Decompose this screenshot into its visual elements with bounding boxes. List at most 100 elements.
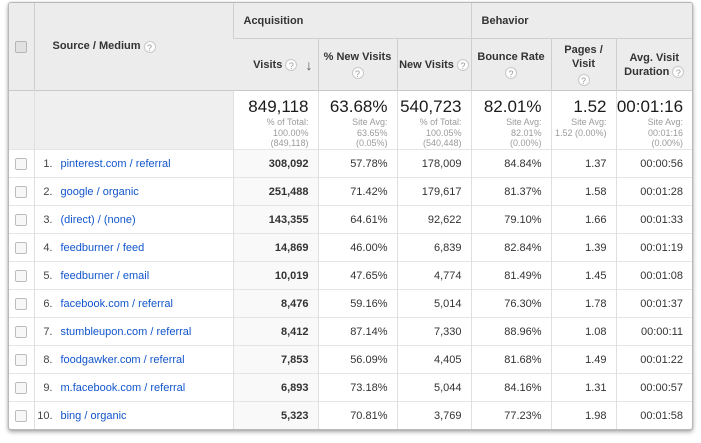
pages-visit-cell: 1.49 (550, 345, 617, 374)
bounce-rate-cell: 81.68% (470, 345, 552, 374)
row-rank: 5. (43, 269, 53, 282)
avg-duration-cell: 00:00:56 (615, 149, 692, 178)
row-checkbox[interactable] (15, 353, 28, 366)
visits-cell: 10,019 (232, 261, 318, 290)
source-medium-table: Source / Medium? Acquisition Behavior Vi… (9, 3, 692, 429)
analytics-data-table-card: Source / Medium? Acquisition Behavior Vi… (8, 2, 693, 430)
table-row: 6. facebook.com / referral 8,476 59.16% 5… (9, 289, 692, 318)
source-medium-link[interactable]: m.facebook.com / referral (60, 381, 186, 394)
help-icon[interactable]: ? (577, 74, 590, 86)
pages-visit-cell: 1.58 (550, 177, 617, 206)
column-header-visits[interactable]: Visits? ↓ (233, 38, 318, 91)
summary-checkbox-cell (9, 90, 34, 150)
pct-new-visits-cell: 70.81% (317, 401, 397, 429)
pct-new-visits-cell: 87.14% (317, 317, 397, 346)
table-row: 1. pinterest.com / referral 308,092 57.78… (9, 149, 692, 178)
visits-cell: 6,893 (232, 373, 318, 402)
group-header-behavior: Behavior (470, 3, 692, 39)
bounce-rate-cell: 82.84% (470, 233, 552, 262)
source-medium-link[interactable]: feedburner / email (60, 269, 150, 282)
row-checkbox[interactable] (15, 381, 28, 394)
pages-visit-cell: 1.98 (550, 401, 617, 429)
summary-new-visits: 540,723 % of Total: 100.05% (540,448) (396, 90, 472, 150)
row-rank: 4. (43, 241, 53, 254)
source-medium-link[interactable]: bing / organic (60, 409, 127, 422)
pct-new-visits-cell: 56.09% (317, 345, 397, 374)
pages-visit-cell: 1.39 (550, 233, 617, 262)
help-icon[interactable]: ? (505, 67, 518, 79)
pct-new-visits-cell: 57.78% (317, 149, 397, 178)
row-rank: 6. (43, 297, 53, 310)
new-visits-cell: 4,774 (396, 261, 472, 290)
visits-cell: 8,412 (232, 317, 318, 346)
column-header-bounce-rate[interactable]: Bounce Rate ? (470, 38, 552, 91)
pct-new-visits-cell: 59.16% (317, 289, 397, 318)
pages-visit-cell: 1.66 (550, 205, 617, 234)
bounce-rate-cell: 84.16% (470, 373, 552, 402)
avg-duration-cell: 00:01:33 (615, 205, 692, 234)
source-medium-link[interactable]: (direct) / (none) (60, 213, 136, 226)
bounce-rate-cell: 81.49% (470, 261, 552, 290)
avg-duration-cell: 00:01:58 (615, 401, 692, 429)
row-rank: 10. (37, 409, 53, 422)
visits-cell: 143,355 (232, 205, 318, 234)
row-checkbox[interactable] (15, 241, 28, 254)
visits-cell: 14,869 (232, 233, 318, 262)
source-medium-link[interactable]: stumbleupon.com / referral (60, 325, 192, 338)
visits-cell: 5,323 (232, 401, 318, 429)
help-icon[interactable]: ? (672, 65, 685, 78)
table-row: 5. feedburner / email 10,019 47.65% 4,774… (9, 261, 692, 290)
select-all-checkbox[interactable] (15, 40, 28, 53)
row-checkbox[interactable] (15, 325, 28, 338)
visits-cell: 7,853 (232, 345, 318, 374)
table-row: 8. foodgawker.com / referral 7,853 56.09%… (9, 345, 692, 374)
avg-duration-cell: 00:00:57 (615, 373, 692, 402)
row-rank: 2. (43, 185, 53, 198)
column-header-source-medium[interactable]: Source / Medium? (33, 3, 233, 91)
avg-duration-cell: 00:00:11 (615, 317, 692, 346)
pct-new-visits-cell: 71.42% (317, 177, 397, 206)
row-checkbox[interactable] (15, 185, 28, 198)
new-visits-cell: 7,330 (396, 317, 472, 346)
select-all-cell (9, 3, 34, 91)
source-medium-header-label: Source / Medium (52, 40, 141, 53)
group-header-acquisition: Acquisition (232, 3, 472, 39)
row-checkbox[interactable] (15, 269, 28, 282)
pages-visit-cell: 1.78 (550, 289, 617, 318)
column-header-pages-visit[interactable]: Pages / Visit ? (550, 38, 617, 91)
row-checkbox[interactable] (15, 297, 28, 310)
new-visits-cell: 178,009 (396, 149, 472, 178)
column-header-pct-new-visits[interactable]: % New Visits ? (317, 38, 397, 91)
help-icon[interactable]: ? (143, 40, 156, 53)
source-medium-link[interactable]: facebook.com / referral (60, 297, 174, 310)
source-medium-link[interactable]: google / organic (60, 185, 139, 198)
table-row: 10. bing / organic 5,323 70.81% 3,769 77.… (9, 401, 692, 429)
new-visits-cell: 5,044 (396, 373, 472, 402)
bounce-rate-cell: 84.84% (470, 149, 552, 178)
table-header: Source / Medium? Acquisition Behavior Vi… (9, 3, 692, 91)
pages-visit-cell: 1.37 (550, 149, 617, 178)
help-icon[interactable]: ? (456, 58, 469, 71)
bounce-rate-cell: 79.10% (470, 205, 552, 234)
column-header-new-visits[interactable]: New Visits? (396, 38, 472, 91)
table-body: 849,118 % of Total: 100.00% (849,118) 63.6… (9, 90, 692, 429)
sort-descending-icon[interactable]: ↓ (305, 56, 313, 73)
row-checkbox[interactable] (15, 213, 28, 226)
source-medium-link[interactable]: feedburner / feed (60, 241, 145, 254)
source-medium-link[interactable]: foodgawker.com / referral (60, 353, 185, 366)
new-visits-cell: 6,839 (396, 233, 472, 262)
row-checkbox[interactable] (15, 157, 28, 170)
source-medium-link[interactable]: pinterest.com / referral (60, 157, 171, 170)
avg-duration-cell: 00:01:28 (615, 177, 692, 206)
column-header-avg-visit-duration[interactable]: Avg. Visit Duration? (615, 38, 692, 91)
row-checkbox[interactable] (15, 409, 28, 422)
visits-cell: 8,476 (232, 289, 318, 318)
help-icon[interactable]: ? (285, 58, 298, 71)
visits-cell: 251,488 (232, 177, 318, 206)
help-icon[interactable]: ? (351, 67, 364, 79)
bounce-rate-cell: 76.30% (470, 289, 552, 318)
row-rank: 7. (43, 325, 53, 338)
table-row: 9. m.facebook.com / referral 6,893 73.18%… (9, 373, 692, 402)
summary-pct-new-visits: 63.68% Site Avg: 63.65% (0.05%) (317, 90, 397, 150)
avg-duration-cell: 00:01:22 (615, 345, 692, 374)
